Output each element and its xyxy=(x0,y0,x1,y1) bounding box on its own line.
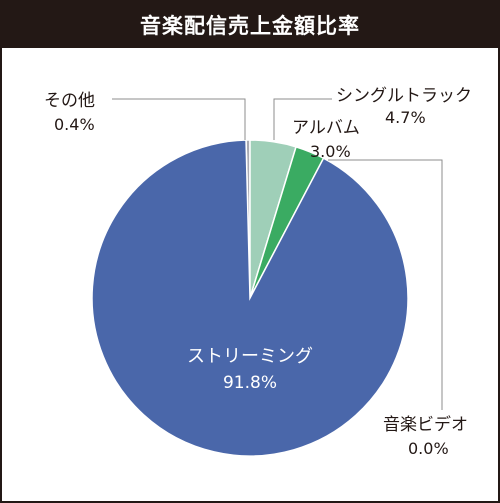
title-bar: 音楽配信売上金額比率 xyxy=(2,2,498,48)
value-single-track: 4.7% xyxy=(385,108,426,127)
label-album: アルバム xyxy=(292,118,360,138)
value-music-video: 0.0% xyxy=(408,439,449,458)
pie-slices xyxy=(91,139,409,457)
value-album: 3.0% xyxy=(310,142,351,161)
value-streaming: 91.8% xyxy=(223,373,277,393)
pie-slice-4 xyxy=(91,139,409,457)
slice-labels: その他 0.4% シングルトラック 4.7% アルバム 3.0% 音楽ビデオ 0.0% ストリー… xyxy=(44,86,472,458)
chart-title: 音楽配信売上金額比率 xyxy=(140,14,360,38)
leader-album xyxy=(328,159,443,410)
label-streaming: ストリーミング xyxy=(187,346,313,367)
value-other: 0.4% xyxy=(54,115,95,134)
label-other: その他 xyxy=(44,91,95,111)
label-music-video: 音楽ビデオ xyxy=(383,414,468,435)
leader-single-track xyxy=(273,98,332,140)
leader-lines xyxy=(112,98,443,410)
leader-other xyxy=(112,98,246,140)
label-single-track: シングルトラック xyxy=(336,86,472,106)
